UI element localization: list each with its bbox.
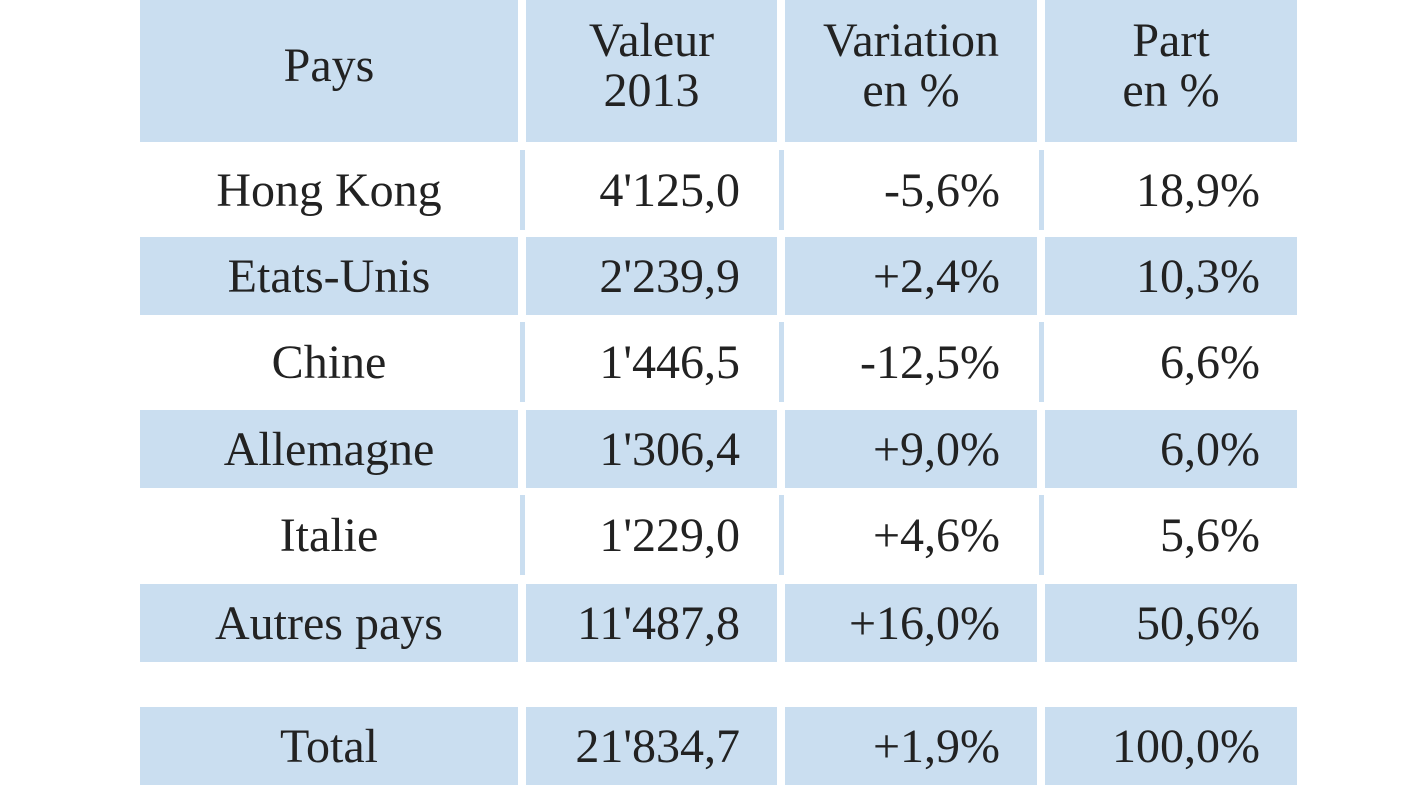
value-cell: 6,0% bbox=[1045, 410, 1297, 488]
value-cell: +4,6% bbox=[872, 508, 1000, 562]
value-cell: -12,5% bbox=[860, 335, 1000, 389]
value-cell: 18,9% bbox=[1136, 163, 1260, 217]
column-separator bbox=[520, 322, 525, 402]
header-cell: Variation en % bbox=[785, 0, 1037, 142]
value-cell: 21'834,7 bbox=[526, 707, 777, 785]
column-separator bbox=[1039, 150, 1044, 230]
header-text: 2013 bbox=[603, 64, 700, 117]
column-separator bbox=[520, 495, 525, 575]
value-cell: 6,6% bbox=[1160, 335, 1260, 389]
column-separator bbox=[1039, 495, 1044, 575]
value-cell: +1,9% bbox=[785, 707, 1037, 785]
column-separator bbox=[520, 150, 525, 230]
value-cell: 1'229,0 bbox=[599, 508, 740, 562]
column-separator bbox=[779, 150, 784, 230]
header-text: Part bbox=[1132, 14, 1210, 67]
country-cell: Chine bbox=[271, 335, 387, 389]
header-cell: Valeur 2013 bbox=[526, 0, 777, 142]
value-cell: 4'125,0 bbox=[599, 163, 740, 217]
country-cell: Italie bbox=[279, 508, 379, 562]
value-cell: 11'487,8 bbox=[526, 584, 777, 662]
value-cell: 1'446,5 bbox=[599, 335, 740, 389]
header-text: en % bbox=[1122, 64, 1220, 117]
value-cell: 5,6% bbox=[1160, 508, 1260, 562]
value-cell: 2'239,9 bbox=[526, 237, 777, 315]
country-cell: Hong Kong bbox=[216, 163, 442, 217]
header-text: Variation bbox=[823, 14, 999, 67]
column-separator bbox=[779, 495, 784, 575]
header-text: Pays bbox=[283, 39, 375, 92]
header-cell: Part en % bbox=[1045, 0, 1297, 142]
value-cell: 100,0% bbox=[1045, 707, 1297, 785]
country-cell: Autres pays bbox=[140, 584, 518, 662]
value-cell: 50,6% bbox=[1045, 584, 1297, 662]
header-cell: Pays bbox=[140, 0, 518, 142]
header-text: en % bbox=[862, 64, 960, 117]
header-text: Valeur bbox=[588, 14, 715, 67]
column-separator bbox=[1039, 322, 1044, 402]
country-cell: Etats-Unis bbox=[140, 237, 518, 315]
value-cell: 10,3% bbox=[1045, 237, 1297, 315]
column-separator bbox=[779, 322, 784, 402]
country-cell: Allemagne bbox=[140, 410, 518, 488]
value-cell: +16,0% bbox=[785, 584, 1037, 662]
value-cell: -5,6% bbox=[884, 163, 1000, 217]
country-cell: Total bbox=[140, 707, 518, 785]
value-cell: +9,0% bbox=[785, 410, 1037, 488]
value-cell: +2,4% bbox=[785, 237, 1037, 315]
value-cell: 1'306,4 bbox=[526, 410, 777, 488]
